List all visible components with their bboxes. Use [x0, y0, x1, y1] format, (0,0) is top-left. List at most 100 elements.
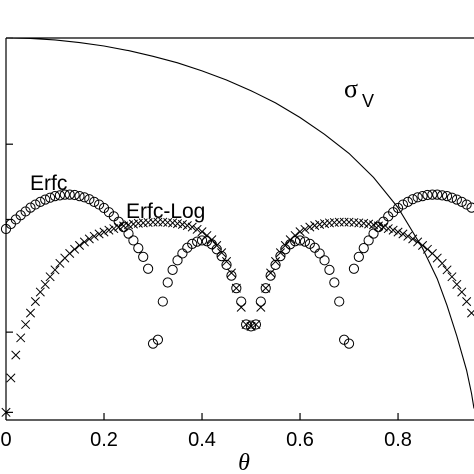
- x-tick-label: 0.8: [384, 429, 412, 451]
- data-point-circle: [412, 192, 423, 203]
- data-point-circle: [59, 189, 70, 200]
- data-point-cross: [266, 268, 276, 278]
- data-point-cross: [16, 333, 26, 343]
- data-point-circle: [30, 199, 41, 210]
- annotation-sigma-subscript: V: [362, 91, 374, 111]
- data-point-circle: [216, 251, 227, 262]
- x-tick-label: 0.2: [90, 429, 118, 451]
- data-point-circle: [157, 296, 168, 307]
- data-point-circle: [270, 259, 281, 271]
- data-point-cross: [413, 237, 423, 247]
- data-point-cross: [21, 319, 31, 330]
- data-point-cross: [212, 240, 222, 250]
- data-point-cross: [187, 222, 197, 232]
- data-point-circle: [260, 283, 271, 294]
- data-point-cross: [35, 287, 45, 297]
- x-tick-labels: 0 0.2 0.4 0.6 0.8: [0, 429, 412, 451]
- plot-frame: [5, 37, 474, 421]
- data-point-circle: [172, 255, 183, 266]
- data-point-cross: [40, 279, 50, 289]
- data-point-cross: [246, 321, 256, 331]
- data-point-circle: [466, 202, 474, 213]
- data-point-circle: [245, 321, 257, 332]
- data-point-circle: [358, 243, 369, 254]
- data-point-circle: [334, 296, 345, 307]
- data-point-circle: [451, 194, 462, 205]
- data-point-circle: [143, 263, 154, 274]
- data-point-cross: [383, 224, 393, 234]
- x-tick-label: 0.4: [188, 429, 216, 451]
- data-point-circle: [123, 228, 134, 239]
- data-point-cross: [398, 229, 408, 239]
- data-point-circle: [441, 191, 453, 202]
- data-point-circle: [226, 270, 237, 281]
- data-point-circle: [162, 277, 173, 288]
- data-point-cross: [84, 234, 94, 244]
- series-line: [5, 37, 474, 409]
- series-erfc-log: [1, 217, 474, 417]
- data-point-cross: [182, 221, 192, 231]
- data-point-circle: [265, 270, 276, 281]
- data-point-circle: [138, 251, 149, 262]
- series--v: [5, 37, 474, 409]
- data-point-cross: [447, 272, 457, 282]
- data-point-circle: [250, 319, 262, 330]
- data-point-circle: [437, 190, 448, 201]
- data-point-cross: [417, 240, 428, 250]
- annotation-erfc: Erfc: [30, 172, 67, 195]
- data-point-circle: [74, 191, 85, 202]
- data-point-circle: [167, 264, 178, 275]
- data-point-circle: [324, 264, 335, 275]
- data-point-cross: [300, 224, 310, 234]
- data-point-cross: [466, 308, 474, 318]
- annotation-sigma: σ: [344, 74, 358, 103]
- data-point-cross: [270, 256, 281, 267]
- data-point-circle: [397, 199, 409, 210]
- data-point-circle: [128, 235, 139, 246]
- data-point-circle: [417, 191, 428, 202]
- data-point-cross: [109, 224, 119, 234]
- x-axis-title: θ: [238, 450, 250, 474]
- data-point-cross: [339, 217, 349, 227]
- data-point-cross: [261, 283, 271, 293]
- data-point-cross: [89, 231, 99, 241]
- data-point-circle: [49, 191, 61, 202]
- data-point-circle: [353, 251, 364, 262]
- data-point-cross: [275, 248, 285, 258]
- data-point-cross: [280, 240, 290, 250]
- data-point-cross: [305, 222, 315, 232]
- data-point-circle: [40, 194, 51, 205]
- data-point-circle: [187, 238, 198, 249]
- data-point-circle: [177, 248, 188, 259]
- series-layer: [0, 37, 474, 417]
- data-point-circle: [241, 319, 252, 330]
- data-point-cross: [104, 225, 114, 235]
- data-point-circle: [299, 236, 311, 247]
- data-point-circle: [255, 296, 266, 307]
- data-point-cross: [442, 265, 452, 275]
- data-point-circle: [432, 189, 443, 200]
- data-point-cross: [25, 308, 36, 318]
- data-point-circle: [402, 196, 413, 207]
- data-point-cross: [290, 230, 300, 241]
- data-point-cross: [192, 224, 202, 234]
- data-point-circle: [35, 196, 46, 207]
- data-point-cross: [251, 319, 261, 330]
- data-point-circle: [64, 189, 75, 200]
- data-point-circle: [461, 199, 472, 210]
- data-point-circle: [427, 189, 438, 200]
- data-point-circle: [54, 190, 66, 201]
- data-point-circle: [69, 189, 80, 201]
- data-point-circle: [368, 228, 379, 239]
- data-point-circle: [290, 236, 301, 247]
- x-tick-label: 0: [0, 429, 11, 451]
- data-point-cross: [334, 217, 344, 227]
- data-point-circle: [231, 283, 242, 294]
- data-point-circle: [211, 244, 222, 255]
- data-point-cross: [393, 227, 403, 237]
- data-point-cross: [403, 231, 413, 241]
- data-point-cross: [256, 302, 266, 312]
- data-point-circle: [422, 189, 433, 201]
- data-point-cross: [1, 407, 11, 417]
